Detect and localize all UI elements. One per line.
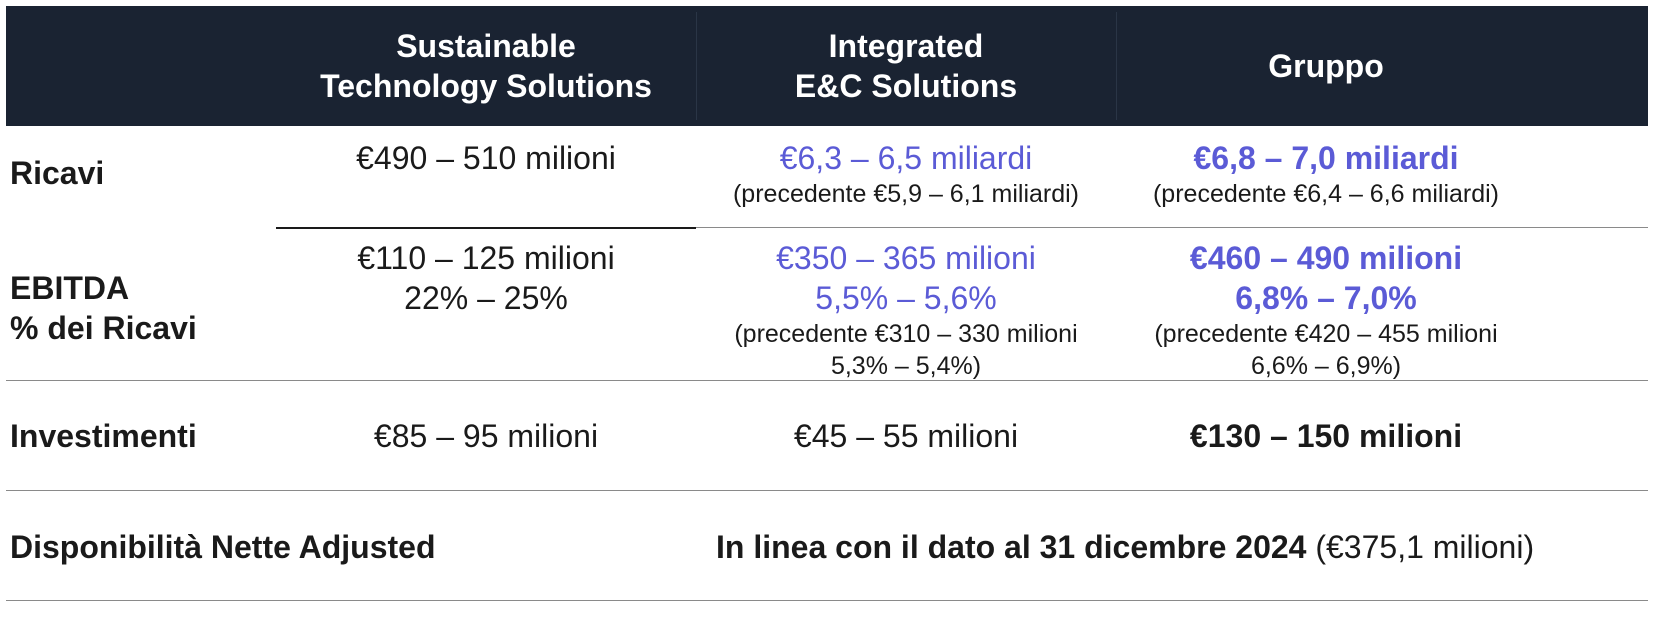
header-sts: Sustainable Technology Solutions xyxy=(320,28,652,104)
header-divider xyxy=(1116,12,1117,120)
ricavi-group-cell: €6,8 – 7,0 miliardi (precedente €6,4 – 6… xyxy=(1116,138,1536,210)
table-header: Sustainable Technology Solutions Integra… xyxy=(6,6,1648,126)
header-divider xyxy=(696,12,697,120)
investimenti-group: €130 – 150 milioni xyxy=(1189,418,1463,454)
row-label-ebitda: EBITDA % dei Ricavi xyxy=(10,270,197,346)
row-divider xyxy=(276,227,696,229)
row-label-investimenti: Investimenti xyxy=(10,418,197,454)
ricavi-ec-previous: (precedente €5,9 – 6,1 miliardi) xyxy=(732,180,1080,208)
header-group: Gruppo xyxy=(1268,48,1384,84)
ebitda-group-value: €460 – 490 milioni 6,8% – 7,0% xyxy=(1189,240,1463,316)
ebitda-group-cell: €460 – 490 milioni 6,8% – 7,0% (preceden… xyxy=(1116,238,1536,382)
row-divider xyxy=(6,380,1648,381)
header-ec: Integrated E&C Solutions xyxy=(794,28,1018,104)
ebitda-group-previous: (precedente €420 – 455 milioni 6,6% – 6,… xyxy=(1154,320,1498,380)
row-divider xyxy=(696,227,1648,228)
ebitda-sts: €110 – 125 milioni 22% – 25% xyxy=(357,240,615,316)
ebitda-ec-value: €350 – 365 milioni 5,5% – 5,6% xyxy=(776,240,1036,316)
ricavi-group-previous: (precedente €6,4 – 6,6 miliardi) xyxy=(1152,180,1500,208)
row-label-ricavi: Ricavi xyxy=(10,155,105,191)
row-label-disponibilita: Disponibilità Nette Adjusted xyxy=(10,529,436,565)
investimenti-ec: €45 – 55 milioni xyxy=(793,418,1019,454)
disponibilita-value-bold: In linea con il dato al 31 dicembre 2024 xyxy=(716,529,1307,565)
row-divider xyxy=(6,600,1648,601)
disponibilita-value: In linea con il dato al 31 dicembre 2024… xyxy=(696,527,1648,567)
ricavi-group-value: €6,8 – 7,0 miliardi xyxy=(1193,140,1459,176)
ebitda-ec-cell: €350 – 365 milioni 5,5% – 5,6% (preceden… xyxy=(696,238,1116,382)
investimenti-sts: €85 – 95 milioni xyxy=(373,418,599,454)
ricavi-ec-value: €6,3 – 6,5 miliardi xyxy=(779,140,1033,176)
ebitda-ec-previous: (precedente €310 – 330 milioni 5,3% – 5,… xyxy=(734,320,1078,380)
row-divider xyxy=(6,490,1648,491)
ricavi-ec-cell: €6,3 – 6,5 miliardi (precedente €5,9 – 6… xyxy=(696,138,1116,210)
disponibilita-value-rest: (€375,1 milioni) xyxy=(1306,529,1535,565)
ricavi-sts: €490 – 510 milioni xyxy=(356,140,616,176)
